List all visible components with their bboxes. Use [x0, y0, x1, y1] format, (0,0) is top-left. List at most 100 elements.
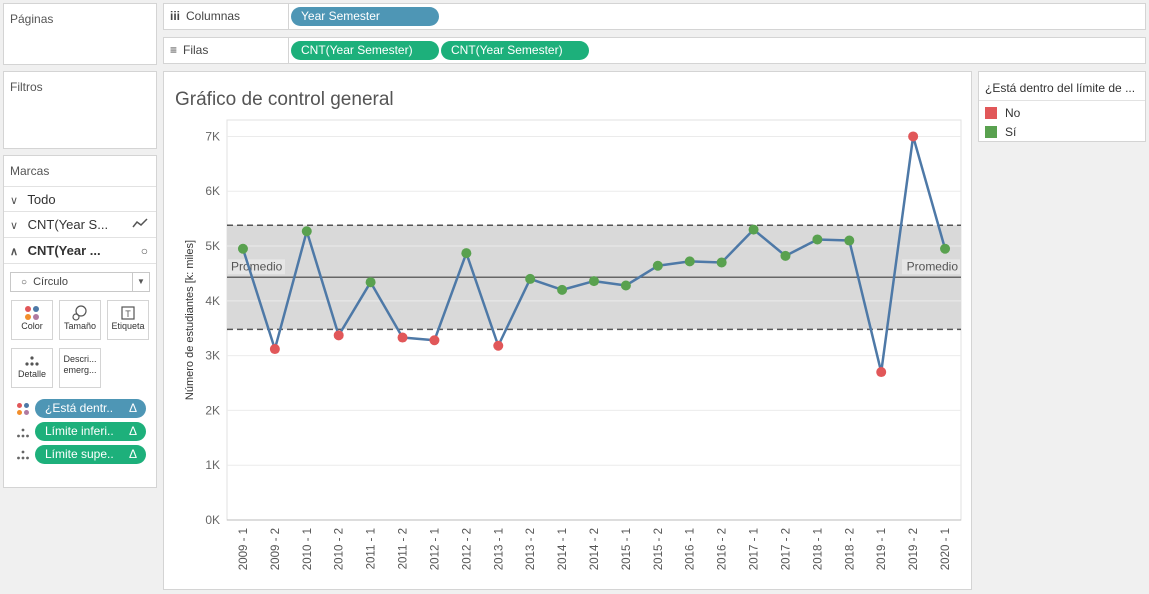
y-tick-label: 6K	[205, 184, 220, 198]
marks-row-all[interactable]: ∨ Todo	[4, 186, 156, 212]
pill-label: Límite supe..	[45, 447, 114, 461]
legend-title: ¿Está dentro del límite de ...	[985, 81, 1136, 95]
detail-button[interactable]: Detalle	[11, 348, 53, 388]
data-point[interactable]	[876, 367, 887, 378]
x-tick-label: 2014 - 1	[557, 528, 569, 570]
data-point[interactable]	[429, 335, 440, 346]
rows-pill-cnt-1[interactable]: CNT(Year Semester)	[291, 41, 439, 60]
data-point[interactable]	[589, 276, 599, 287]
columns-pill-year-semester[interactable]: Year Semester	[291, 7, 439, 26]
marks-row-cnt-circle[interactable]: ∧ CNT(Year ... ○	[4, 238, 156, 264]
svg-text:T: T	[125, 309, 131, 319]
y-tick-label: 1K	[205, 458, 220, 472]
x-tick-label: 2016 - 1	[685, 528, 697, 570]
data-point[interactable]	[365, 277, 376, 288]
columns-shelf-label: iii Columnas	[170, 9, 241, 23]
data-point[interactable]	[525, 273, 536, 284]
detail-icon	[16, 426, 30, 443]
x-tick-label: 2015 - 1	[621, 528, 633, 570]
size-button[interactable]: Tamaño	[59, 300, 101, 340]
detail-icon	[12, 353, 52, 369]
data-point[interactable]	[844, 235, 855, 246]
data-point[interactable]	[461, 248, 472, 259]
color-field-pill[interactable]: ¿Está dentr.. Δ	[35, 399, 146, 418]
y-axis-title: Número de estudiantes [k: miles]	[184, 240, 196, 400]
lower-limit-pill[interactable]: Límite inferi.. Δ	[35, 422, 146, 441]
data-point[interactable]	[684, 256, 695, 267]
data-point[interactable]	[397, 332, 408, 343]
y-tick-label: 0K	[205, 513, 220, 527]
line-mark-icon	[132, 212, 148, 238]
marks-row-label: CNT(Year S...	[27, 217, 109, 232]
data-point[interactable]	[940, 243, 951, 254]
pages-panel[interactable]: Páginas	[3, 3, 157, 65]
color-button-label: Color	[21, 321, 43, 331]
upper-limit-pill[interactable]: Límite supe.. Δ	[35, 445, 146, 464]
chart-title: Gráfico de control general	[175, 89, 394, 110]
circle-icon: ○	[21, 277, 28, 288]
color-dots-icon	[16, 402, 30, 419]
data-point[interactable]	[652, 260, 663, 271]
data-point[interactable]	[620, 280, 631, 291]
marks-title: Marcas	[10, 164, 50, 178]
x-tick-label: 2010 - 2	[334, 528, 346, 570]
delta-icon: Δ	[128, 447, 137, 461]
chart-panel: Gráfico de control general Número de est…	[163, 71, 972, 590]
label-button-label: Etiqueta	[111, 321, 145, 331]
x-tick-label: 2011 - 1	[366, 528, 378, 569]
x-tick-label: 2019 - 1	[876, 528, 888, 570]
x-tick-label: 2015 - 2	[653, 528, 665, 570]
data-point[interactable]	[301, 226, 312, 237]
x-tick-label: 2013 - 1	[493, 528, 505, 570]
x-tick-label: 2020 - 1	[940, 528, 952, 570]
pill-label: ¿Está dentr..	[45, 401, 114, 415]
data-point[interactable]	[812, 234, 823, 245]
x-tick-label: 2009 - 1	[238, 528, 250, 570]
average-label-bg-right	[902, 259, 960, 275]
x-tick-label: 2012 - 1	[429, 528, 441, 570]
average-label-bg-left	[228, 259, 285, 275]
circle-mark-icon: ○	[140, 244, 148, 258]
color-button[interactable]: Color	[11, 300, 53, 340]
x-tick-label: 2011 - 2	[398, 528, 410, 569]
x-tick-label: 2019 - 2	[908, 528, 920, 570]
y-tick-label: 2K	[205, 403, 220, 417]
y-tick-label: 3K	[205, 349, 220, 363]
marks-row-cnt-line[interactable]: ∨ CNT(Year S...	[4, 212, 156, 238]
filters-panel[interactable]: Filtros	[3, 71, 157, 149]
filters-title: Filtros	[10, 80, 43, 94]
label-button[interactable]: T Etiqueta	[107, 300, 149, 340]
size-button-label: Tamaño	[63, 321, 97, 331]
y-tick-label: 4K	[205, 294, 220, 308]
data-point[interactable]	[237, 243, 248, 254]
legend-swatch-si	[985, 126, 997, 138]
delta-icon: Δ	[128, 401, 137, 415]
legend-label-no: No	[1005, 106, 1021, 120]
data-point[interactable]	[493, 340, 504, 351]
data-point[interactable]	[780, 250, 791, 261]
data-point[interactable]	[269, 344, 280, 355]
mark-type-value: Círculo	[33, 276, 68, 288]
x-tick-label: 2017 - 2	[780, 528, 792, 570]
mark-type-dropdown[interactable]: ○ Círculo ▼	[10, 272, 150, 292]
marks-panel: Marcas ∨ Todo ∨ CNT(Year S... ∧ CNT(Year…	[3, 155, 157, 488]
columns-shelf[interactable]: iii Columnas Year Semester	[163, 3, 1146, 30]
data-point[interactable]	[333, 330, 344, 341]
data-point[interactable]	[557, 284, 568, 295]
tooltip-button[interactable]: Descri... emerg...	[59, 348, 101, 388]
average-label-right: Promedio	[907, 259, 959, 273]
data-point[interactable]	[908, 131, 919, 142]
x-tick-label: 2012 - 2	[461, 528, 473, 570]
control-chart: Gráfico de control general Número de est…	[175, 89, 962, 570]
legend-item-no[interactable]: No	[985, 106, 1020, 120]
legend-label-si: Sí	[1005, 125, 1017, 139]
x-tick-label: 2018 - 1	[812, 528, 824, 570]
legend-item-si[interactable]: Sí	[985, 125, 1016, 139]
rows-shelf-label: ≡ Filas	[170, 43, 209, 57]
rows-pill-cnt-2[interactable]: CNT(Year Semester)	[441, 41, 589, 60]
data-point[interactable]	[716, 257, 727, 268]
pages-title: Páginas	[10, 12, 54, 26]
legend-panel: ¿Está dentro del límite de ... No Sí	[978, 71, 1146, 142]
data-point[interactable]	[748, 224, 759, 235]
rows-shelf[interactable]: ≡ Filas CNT(Year Semester) CNT(Year Semes…	[163, 37, 1146, 64]
